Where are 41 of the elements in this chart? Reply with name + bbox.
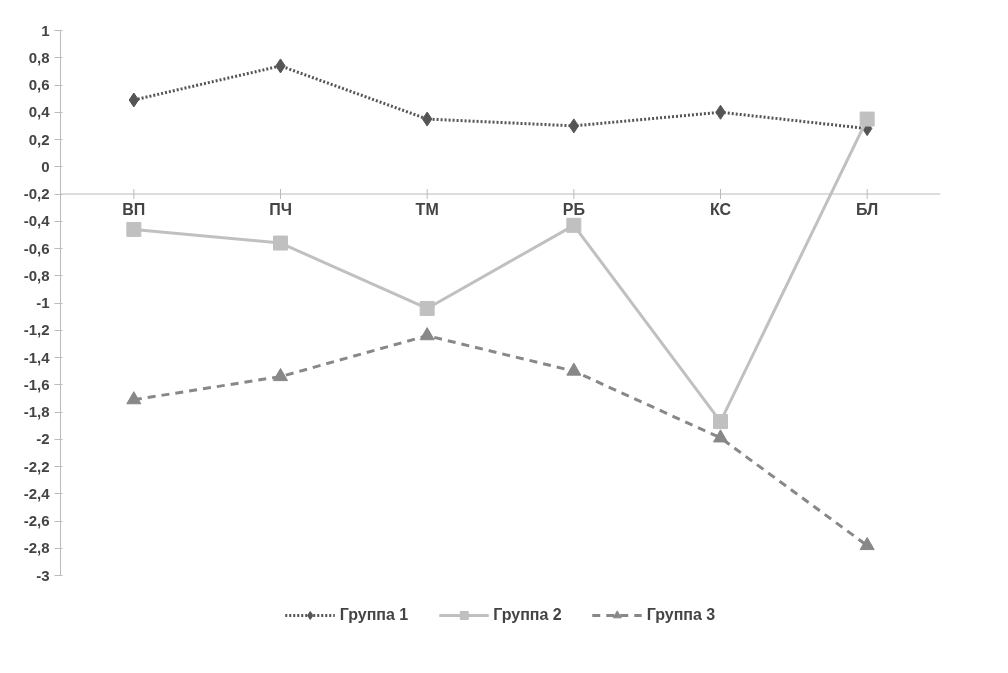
y-tick-label: 0,8 (28, 48, 50, 66)
y-tick-label: -0,4 (23, 212, 51, 230)
point (419, 327, 435, 341)
y-tick-label: -1,6 (23, 375, 50, 393)
point (566, 362, 582, 376)
y-tick-label: -0,6 (23, 239, 50, 257)
point (566, 217, 582, 233)
x-tick-label: РБ (562, 201, 585, 218)
y-tick-label: -0,2 (23, 185, 50, 202)
y-tick-label: 0,4 (28, 103, 51, 121)
legend-label: Группа 1 (339, 606, 409, 624)
legend-label: Группа 2 (493, 606, 562, 624)
x-tick-label: ВП (122, 201, 146, 218)
point (273, 367, 288, 382)
point (859, 111, 875, 127)
point (126, 391, 142, 405)
y-tick-label: -1,2 (23, 321, 50, 339)
y-tick-label: -1,8 (23, 403, 50, 420)
x-tick-label: КС (709, 201, 732, 218)
y-tick-label: -2,2 (23, 457, 50, 475)
point (419, 300, 435, 316)
y-tick-label: -2,6 (23, 512, 50, 529)
y-tick-label: 0,2 (28, 130, 50, 148)
x-tick-label: ПЧ (269, 201, 292, 218)
x-tick-label: БЛ (856, 201, 879, 218)
y-tick-label: 1 (41, 21, 50, 39)
y-tick-label: -1 (36, 294, 50, 311)
y-tick-label: -1,4 (23, 348, 51, 366)
y-tick-label: -2,4 (23, 484, 51, 502)
point (859, 536, 875, 551)
y-tick-label: -3 (36, 566, 50, 584)
point (273, 235, 288, 251)
legend-label: Группа 3 (646, 606, 716, 624)
point (713, 429, 728, 443)
y-tick-label: -0,8 (23, 266, 50, 284)
y-tick-label: 0,6 (28, 76, 50, 93)
y-tick-label: 0 (41, 157, 50, 175)
x-tick-label: ТМ (415, 201, 439, 218)
y-tick-label: -2 (36, 430, 50, 448)
point (126, 221, 142, 237)
y-tick-label: -2,8 (23, 539, 50, 557)
